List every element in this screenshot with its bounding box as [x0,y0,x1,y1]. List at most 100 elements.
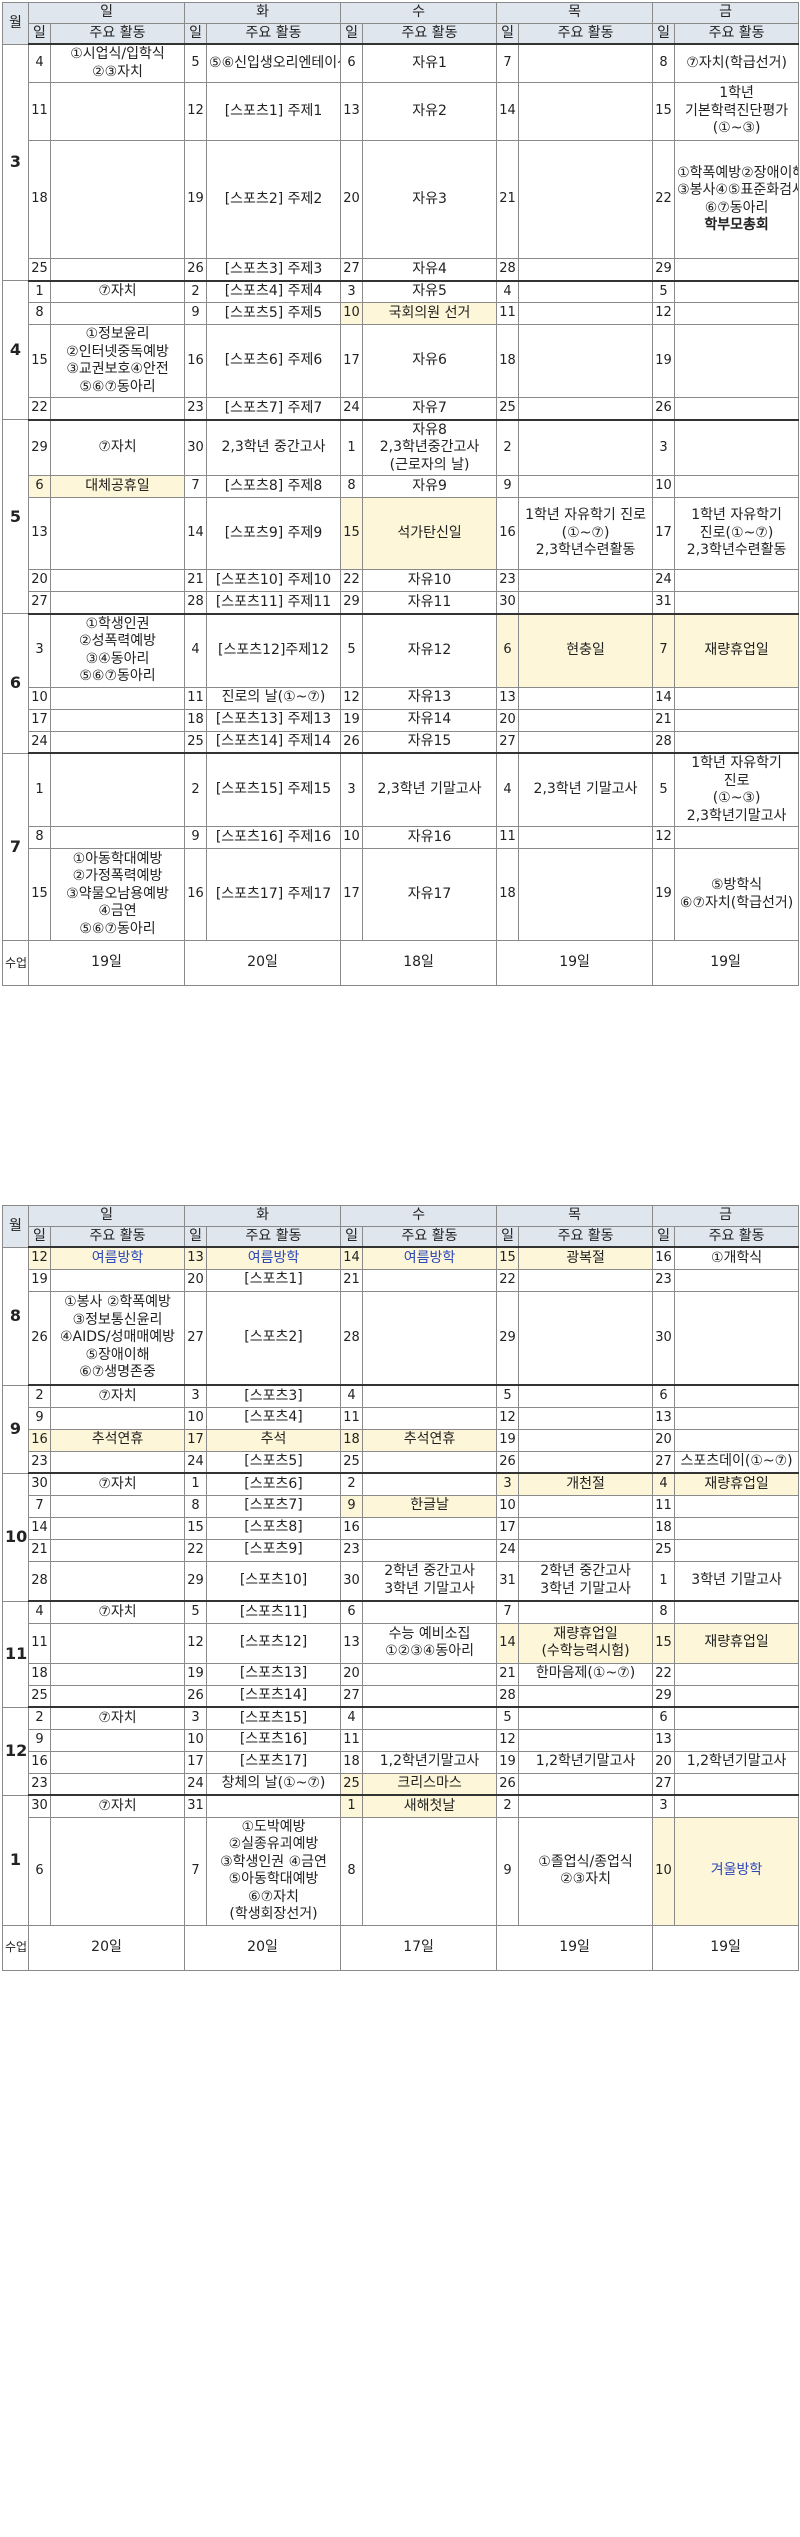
week-row: 16 17 [스포츠17] 18 1,2학년기말고사 19 1,2학년기말고사 20 1,2학년… [3,1750,800,1774]
activity-cell [674,1706,800,1730]
activity-cell: 자유8 2,3학년중간고사 (근로자의 날) [362,418,498,476]
activity-text: ②성폭력예방 [79,633,156,649]
month-cell: 10 [2,1472,29,1602]
date-cell: 2 [184,279,208,303]
activity-cell: 스포츠데이(①~⑦) [674,1450,800,1474]
month-cell: 7 [2,752,29,941]
activity-text: ⑤⑥⑦동아리 [79,668,156,684]
date-cell: 17 [652,497,676,570]
date-cell: 9 [184,302,208,325]
date-cell: 20 [652,1750,676,1774]
activity-text: 자유17 [407,885,452,902]
date-cell: 21 [496,140,520,259]
activity-text: [스포츠16] [239,1731,308,1748]
activity-text: 자유3 [412,190,447,207]
activity-cell [518,475,654,498]
activity-text: 국회의원 선거 [388,304,471,321]
date-cell: 11 [340,1406,364,1430]
date-cell: 12 [184,82,208,141]
date-cell: 15 [28,848,51,941]
date-cell: 26 [496,1772,520,1796]
activity-text: 자유6 [412,352,447,369]
total-row: 수업일수19일20일18일19일19일 [2,940,800,986]
activity-text: 겨울방학 [710,1862,763,1879]
date-cell: 11 [340,1728,364,1752]
activity-cell [674,1772,800,1796]
activity-text: 추석연휴 [403,1431,456,1448]
date-cell: 25 [496,397,520,420]
total-days: 20일 [184,1924,342,1971]
week-row: 11 12 [스포츠1] 주제1 13 자유2 14 15 1학년 기본학력진단평가 (①~③) [3,82,800,141]
activity-text: 2,3학년수련활동 [535,542,636,559]
week-row: 21 22 [스포츠9] 23 24 25 [3,1538,800,1562]
date-cell: 1 [28,279,51,303]
date-cell: 28 [496,1684,520,1708]
week-row: 19 20 [스포츠1] 21 22 23 [3,1268,800,1292]
total-row: 수업일수20일20일17일19일19일 [2,1924,800,1971]
date-cell: 18 [28,140,51,259]
activity-cell: ①시업식/입학식 ②③자치 [49,43,186,83]
date-cell: 2 [28,1706,51,1730]
activity-text: ⑤장애이해 [85,1346,150,1363]
date-cell: 13 [340,82,364,141]
activity-text: ①②③④동아리 [385,1643,474,1659]
weekday-header: 일 [27,2,186,24]
activity-cell [362,1662,498,1686]
activity-cell: [스포츠4] 주제4 [206,279,342,303]
date-cell: 17 [340,848,364,941]
date-cell: 7 [184,475,208,498]
date-cell: 1 [340,1794,364,1818]
date-cell: 3 [496,1472,520,1496]
date-cell: 16 [340,1516,364,1540]
date-cell: 22 [652,1662,676,1686]
activity-cell: [스포츠1] 주제1 [206,82,342,141]
date-cell: 26 [652,397,676,420]
activity-cell: [스포츠13] 주제13 [206,708,342,732]
date-cell: 8 [340,1816,364,1926]
date-cell: 4 [340,1384,364,1408]
activity-text: ①학폭예방②장애이해 [677,164,799,181]
day-column-header: 일 [28,22,51,45]
activity-text: 재량휴업일 [553,1625,618,1642]
week-row: 13 14 [스포츠9] 주제9 15 석가탄신일 16 1학년 자유학기 진로(①~⑦) 2… [3,497,800,570]
activity-cell [674,730,800,754]
activity-text: ⑤⑥⑦동아리 [79,920,156,937]
activity-cell [362,1538,498,1562]
date-cell: 10 [184,1728,208,1752]
date-cell: 14 [496,1622,520,1664]
activity-cell: [스포츠11] [206,1600,342,1624]
week-row: 11 12 [스포츠12] 13 수능 예비소집 ①②③④동아리 14 재량휴업일 (수학능력시… [3,1622,800,1664]
activity-text: ③정보통신윤리 [72,1311,163,1328]
date-cell: 18 [496,324,520,398]
activity-text: [스포츠9] 주제9 [224,524,323,541]
date-cell: 26 [340,730,364,754]
date-cell: 20 [496,708,520,732]
date-cell: 22 [496,1268,520,1292]
activity-cell: [스포츠8] 주제8 [206,475,342,498]
activity-text: 대체공휴일 [85,477,150,494]
activity-text: 창체의 날(①~⑦) [221,1775,326,1791]
date-cell: 6 [340,43,364,83]
activity-cell: ⑦자치 [49,1706,186,1730]
activity-cell [518,730,654,754]
weekday-header: 화 [184,2,342,24]
date-cell: 22 [340,569,364,592]
week-row: 4 1 ⑦자치 2 [스포츠4] 주제4 3 자유5 4 5 [2,279,800,420]
activity-cell: [스포츠8] [206,1516,342,1540]
date-cell: 13 [652,1728,676,1752]
activity-cell: [스포츠6] [206,1472,342,1496]
date-cell: 6 [28,1816,51,1926]
activity-cell: [스포츠5] 주제5 [206,302,342,325]
date-cell: 24 [28,730,51,754]
activity-cell [674,302,800,325]
activity-text: [스포츠12] [239,1634,308,1651]
activity-cell [518,140,654,259]
activity-cell [362,1450,498,1474]
date-cell: 18 [340,1428,364,1452]
activity-cell [674,686,800,710]
activity-cell: [스포츠3] 주제3 [206,258,342,281]
activity-cell [674,1290,800,1386]
activity-cell: 2,3학년 기말고사 [362,752,498,827]
date-cell: 23 [184,397,208,420]
